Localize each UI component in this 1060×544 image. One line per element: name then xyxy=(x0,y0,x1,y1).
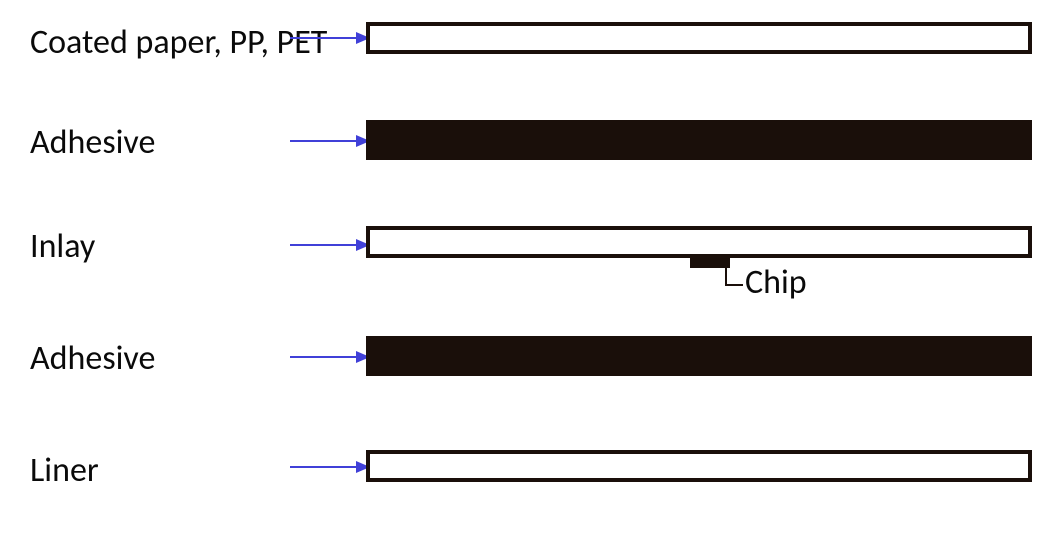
layer-rect-inlay xyxy=(366,226,1032,258)
chip-leader-line xyxy=(725,268,743,286)
layer-label-coated: Coated paper, PP, PET xyxy=(30,22,327,63)
chip-mark xyxy=(690,258,730,268)
layer-label-inlay: Inlay xyxy=(30,226,95,267)
arrow-line-adhesive2 xyxy=(290,356,356,358)
layer-rect-adhesive2 xyxy=(366,336,1032,376)
layer-rect-liner xyxy=(366,450,1032,482)
chip-label: Chip xyxy=(745,262,807,303)
arrow-line-liner xyxy=(290,466,356,468)
layer-rect-coated xyxy=(366,22,1032,54)
arrow-line-adhesive1 xyxy=(290,140,356,142)
arrow-line-coated xyxy=(290,37,356,39)
layer-label-liner: Liner xyxy=(30,450,99,491)
layer-label-adhesive1: Adhesive xyxy=(30,122,155,163)
arrow-line-inlay xyxy=(290,244,356,246)
layer-label-adhesive2: Adhesive xyxy=(30,338,155,379)
layer-rect-adhesive1 xyxy=(366,120,1032,160)
